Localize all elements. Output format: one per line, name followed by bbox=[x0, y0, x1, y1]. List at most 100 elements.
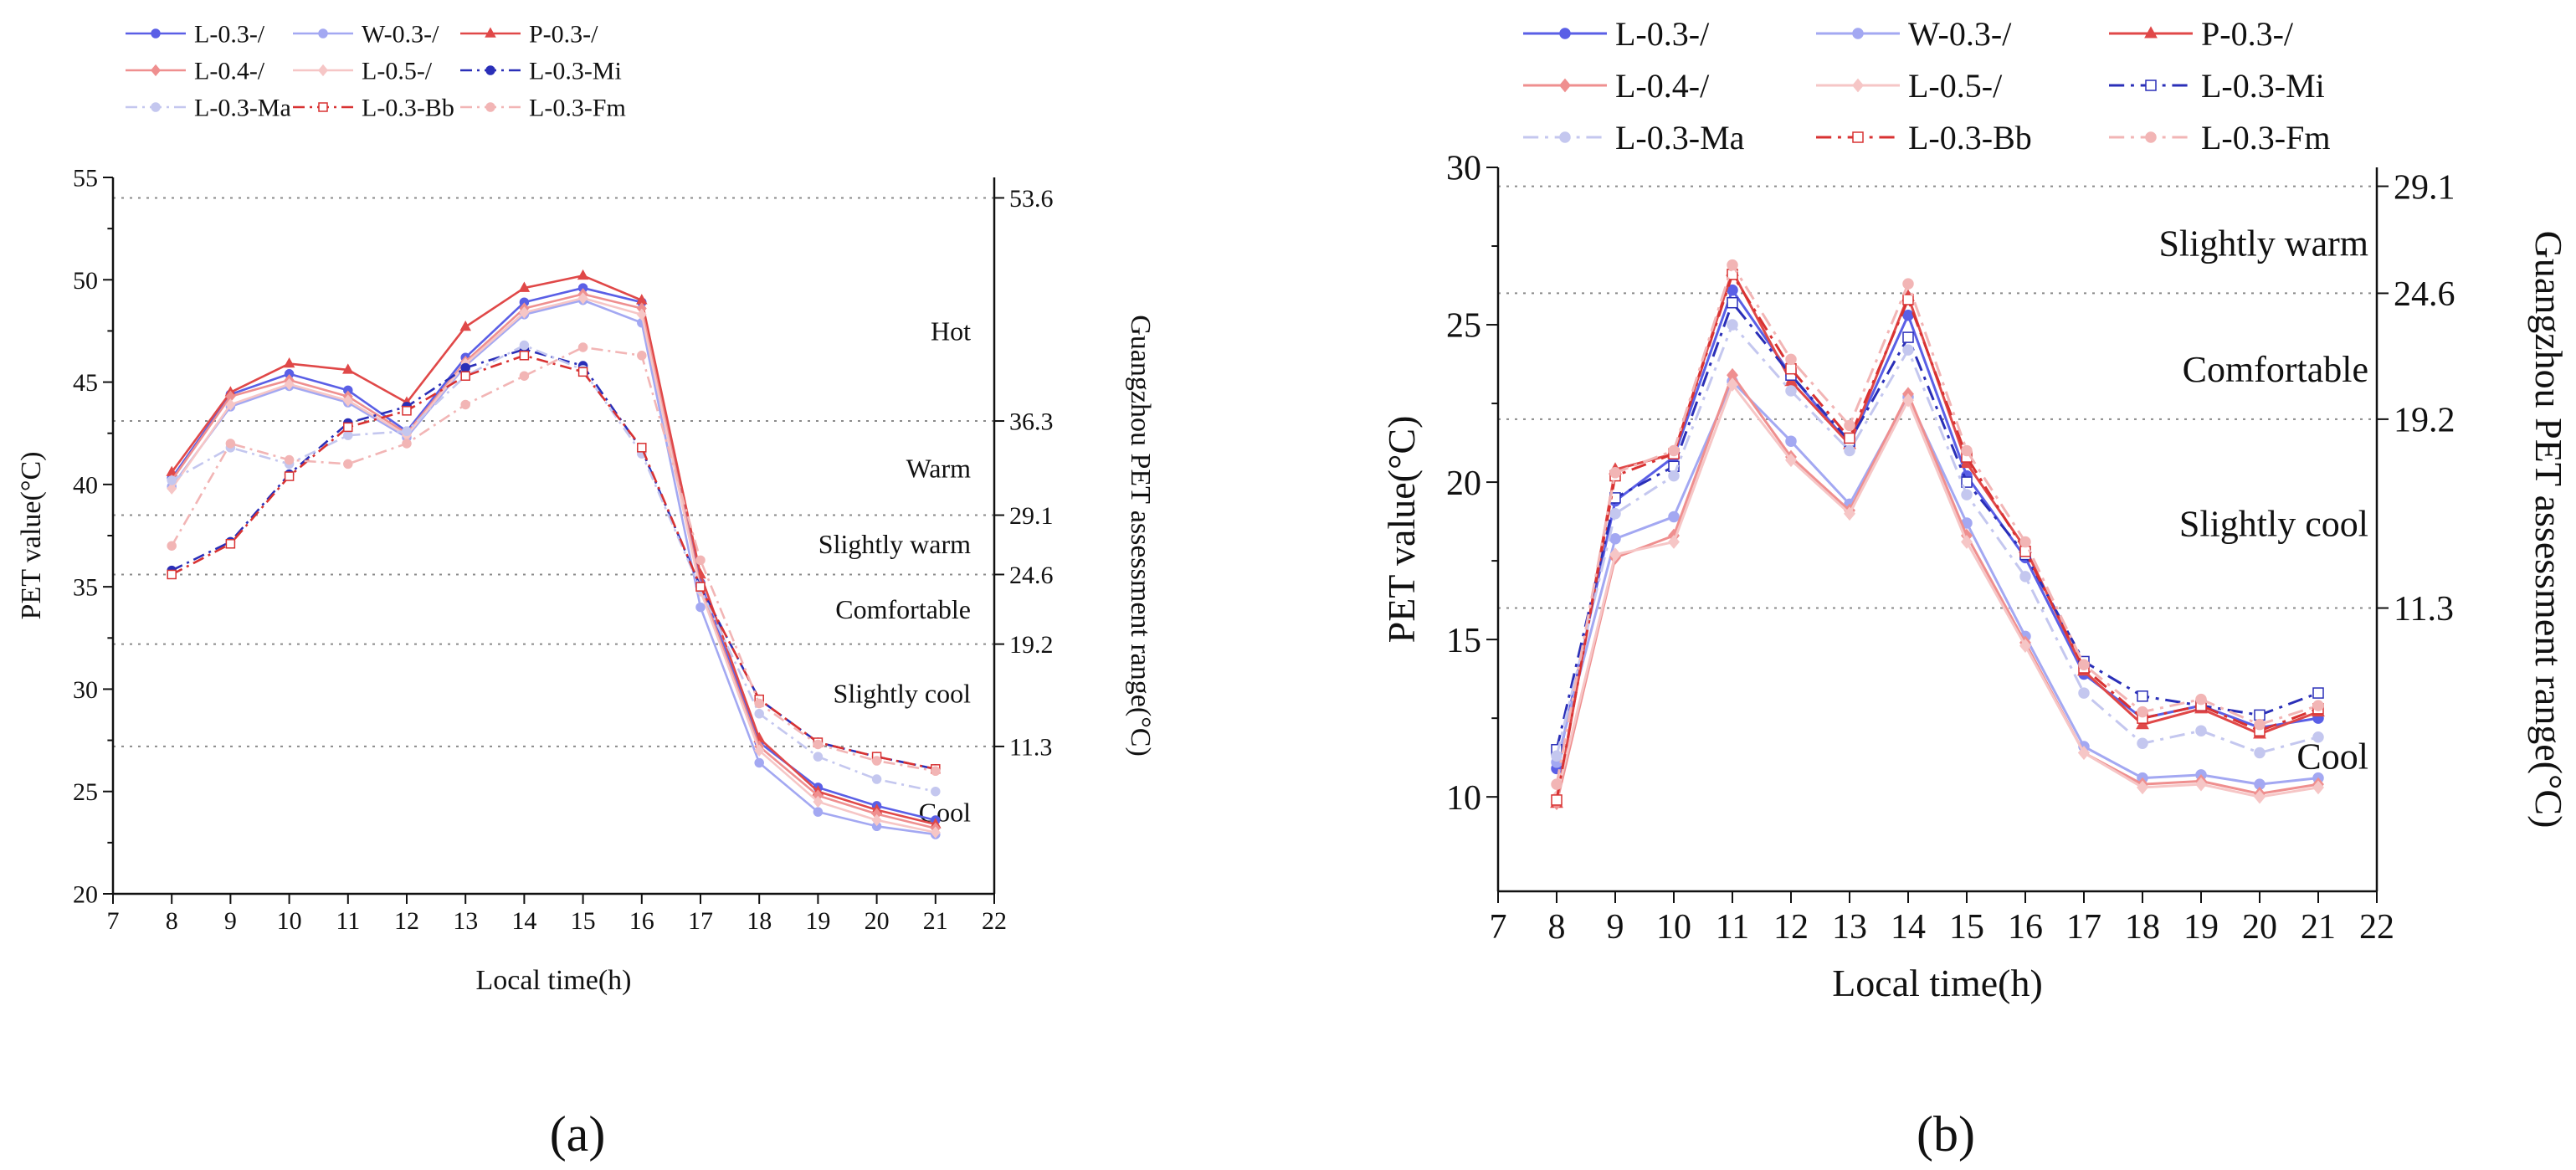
data-point bbox=[284, 471, 295, 481]
legend-label: L-0.3-Fm bbox=[2201, 119, 2330, 157]
data-point bbox=[754, 698, 764, 709]
right-axis-tick-label: 29.1 bbox=[2394, 168, 2455, 207]
data-point bbox=[2019, 639, 2031, 654]
legend-label: L-0.3-Fm bbox=[529, 95, 626, 122]
legend-marker bbox=[2144, 26, 2158, 38]
legend-label: L-0.3-Mi bbox=[529, 58, 622, 85]
zone-label: Cool bbox=[2296, 736, 2368, 777]
y-tick-label: 50 bbox=[73, 267, 98, 295]
y-tick-label: 20 bbox=[1446, 464, 1481, 503]
right-axis-tick-label: 53.6 bbox=[1009, 185, 1054, 213]
zone-label: Slightly cool bbox=[834, 679, 972, 709]
x-axis-title: Local time(h) bbox=[1832, 962, 2043, 1004]
data-point bbox=[1785, 453, 1797, 468]
data-point bbox=[343, 459, 353, 470]
right-axis-tick-label: 19.2 bbox=[1009, 631, 1054, 659]
data-point bbox=[2312, 731, 2324, 743]
data-point bbox=[460, 371, 470, 381]
legend-label: L-0.3-Mi bbox=[2201, 67, 2325, 105]
x-tick-label: 8 bbox=[1548, 908, 1566, 947]
data-point bbox=[284, 377, 295, 391]
data-point bbox=[518, 281, 531, 292]
data-point bbox=[460, 399, 470, 410]
data-point bbox=[2195, 725, 2207, 736]
data-point bbox=[1902, 344, 1914, 356]
right-axis-tick-label: 19.2 bbox=[2394, 402, 2455, 440]
data-point bbox=[1785, 362, 1797, 375]
x-tick-label: 9 bbox=[224, 907, 237, 935]
legend-label: L-0.4-/ bbox=[1615, 67, 1710, 105]
x-tick-label: 16 bbox=[2008, 908, 2043, 947]
data-point bbox=[1961, 489, 1973, 500]
x-tick-label: 19 bbox=[805, 907, 830, 935]
data-point bbox=[519, 371, 530, 381]
data-point bbox=[343, 422, 353, 433]
legend-label: L-0.3-/ bbox=[1615, 15, 1710, 53]
data-point bbox=[519, 351, 530, 361]
legend-label: W-0.3-/ bbox=[362, 21, 439, 49]
zone-label: Slightly cool bbox=[2179, 503, 2368, 544]
data-point bbox=[402, 406, 412, 416]
data-point bbox=[1902, 278, 1914, 290]
data-point bbox=[167, 482, 177, 495]
panel-a-chart: 53.6 36.3 29.1 24.6 19.2 11.3 Hot Warm Slightly … bbox=[16, 21, 1156, 997]
legend-marker bbox=[151, 28, 161, 38]
data-point bbox=[2254, 709, 2266, 721]
legend-label: L-0.4-/ bbox=[194, 58, 265, 85]
data-point bbox=[519, 306, 530, 319]
x-tick-label: 10 bbox=[277, 907, 302, 935]
data-point bbox=[402, 439, 412, 449]
legend-label: W-0.3-/ bbox=[1908, 15, 2012, 53]
y-tick-label: 45 bbox=[73, 369, 98, 397]
data-point bbox=[1609, 507, 1621, 520]
y-tick-label: 40 bbox=[73, 471, 98, 499]
data-point bbox=[1668, 470, 1680, 482]
series-line bbox=[1555, 301, 2319, 751]
right-axis-tick-label: 24.6 bbox=[2394, 275, 2455, 314]
data-point bbox=[931, 766, 941, 777]
x-tick-label: 9 bbox=[1607, 908, 1624, 947]
series-line bbox=[171, 275, 936, 826]
right-axis-tick-label: 11.3 bbox=[1009, 733, 1052, 761]
data-point bbox=[2019, 536, 2031, 548]
data-point bbox=[577, 292, 588, 305]
data-point bbox=[343, 430, 353, 440]
series-line bbox=[171, 344, 936, 793]
right-axis-tick-label: 29.1 bbox=[1009, 502, 1054, 530]
series-line bbox=[1555, 273, 2319, 801]
y-tick-label: 30 bbox=[73, 676, 98, 704]
legend-marker bbox=[1852, 78, 1864, 93]
y-axis-title: PET value(°C) bbox=[16, 452, 47, 620]
x-tick-label: 7 bbox=[107, 907, 120, 935]
data-point bbox=[460, 362, 470, 373]
data-point bbox=[1961, 535, 1973, 549]
data-point bbox=[813, 807, 824, 817]
series-line bbox=[171, 346, 936, 772]
data-point bbox=[813, 795, 824, 808]
legend-marker bbox=[2145, 131, 2157, 143]
legend-marker bbox=[485, 27, 496, 38]
data-point bbox=[2078, 746, 2090, 760]
y2-axis-title: Guangzhou PET assessment range(°C) bbox=[2527, 231, 2570, 829]
legend-label: L-0.5-/ bbox=[362, 58, 433, 85]
series-line bbox=[171, 293, 936, 830]
data-point bbox=[283, 357, 295, 368]
zone-label: Comfortable bbox=[2183, 349, 2368, 390]
zone-label: Slightly warm bbox=[818, 529, 971, 559]
zone-label: Warm bbox=[906, 453, 972, 483]
data-point bbox=[577, 367, 588, 377]
data-point bbox=[695, 582, 706, 592]
data-point bbox=[931, 786, 941, 797]
legend-marker bbox=[2145, 80, 2157, 91]
data-point bbox=[2078, 687, 2090, 699]
data-point bbox=[1902, 393, 1914, 408]
series-line bbox=[171, 299, 936, 836]
x-tick-label: 15 bbox=[1949, 908, 1984, 947]
data-point bbox=[871, 774, 882, 784]
data-point bbox=[2019, 571, 2031, 582]
data-point bbox=[1551, 778, 1563, 790]
legend-marker bbox=[485, 102, 495, 112]
x-tick-label: 12 bbox=[1773, 908, 1809, 947]
data-point bbox=[1609, 467, 1621, 479]
panel-a-label: (a) bbox=[550, 1106, 606, 1162]
